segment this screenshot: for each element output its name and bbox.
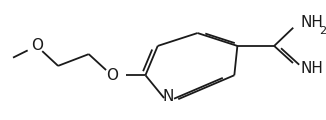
Text: O: O — [106, 68, 118, 83]
Text: N: N — [163, 89, 174, 104]
Text: NH: NH — [300, 61, 323, 76]
Text: NH: NH — [300, 15, 323, 30]
Text: O: O — [31, 38, 43, 53]
Text: 2: 2 — [319, 26, 326, 36]
